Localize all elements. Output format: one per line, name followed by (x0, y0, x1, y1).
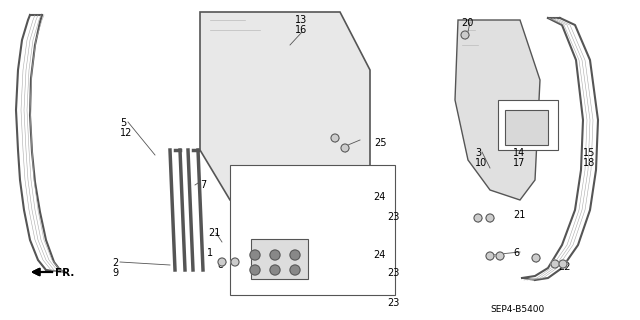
Circle shape (231, 258, 239, 266)
Text: 23: 23 (387, 298, 399, 308)
Text: 1: 1 (207, 248, 213, 258)
Circle shape (331, 134, 339, 142)
Text: 19: 19 (522, 120, 534, 130)
Circle shape (559, 260, 567, 268)
Circle shape (250, 250, 260, 260)
Text: 23: 23 (387, 268, 399, 278)
Text: 22: 22 (558, 262, 570, 272)
Text: 8: 8 (217, 260, 223, 270)
FancyBboxPatch shape (251, 239, 308, 279)
Text: 18: 18 (583, 158, 595, 168)
Circle shape (532, 254, 540, 262)
Text: 24: 24 (373, 250, 385, 260)
Circle shape (551, 260, 559, 268)
Text: 24: 24 (373, 192, 385, 202)
Text: 9: 9 (112, 268, 118, 278)
Polygon shape (505, 110, 548, 145)
Text: 20: 20 (461, 18, 474, 28)
Text: 21: 21 (208, 228, 220, 238)
Text: 25: 25 (374, 138, 387, 148)
Circle shape (496, 252, 504, 260)
Circle shape (290, 265, 300, 275)
Text: 3: 3 (475, 148, 481, 158)
FancyBboxPatch shape (230, 165, 395, 295)
Text: 6: 6 (513, 248, 519, 258)
Circle shape (486, 252, 494, 260)
Text: 13: 13 (295, 15, 307, 25)
Polygon shape (200, 12, 370, 245)
Text: FR.: FR. (55, 268, 74, 278)
FancyBboxPatch shape (498, 100, 558, 150)
Text: 5: 5 (120, 118, 126, 128)
Text: 15: 15 (583, 148, 595, 158)
Circle shape (270, 250, 280, 260)
Text: 23: 23 (387, 212, 399, 222)
Text: 21: 21 (513, 210, 525, 220)
Circle shape (474, 214, 482, 222)
Circle shape (290, 250, 300, 260)
Circle shape (341, 144, 349, 152)
Circle shape (486, 214, 494, 222)
Polygon shape (455, 20, 540, 200)
Text: 2: 2 (112, 258, 118, 268)
Text: 14: 14 (513, 148, 525, 158)
Text: 7: 7 (200, 180, 206, 190)
Circle shape (270, 265, 280, 275)
Circle shape (218, 258, 226, 266)
Text: 12: 12 (120, 128, 132, 138)
Text: 10: 10 (475, 158, 487, 168)
Text: SEP4-B5400: SEP4-B5400 (490, 305, 544, 314)
Text: 17: 17 (513, 158, 525, 168)
Circle shape (250, 265, 260, 275)
Text: 16: 16 (295, 25, 307, 35)
Circle shape (461, 31, 469, 39)
